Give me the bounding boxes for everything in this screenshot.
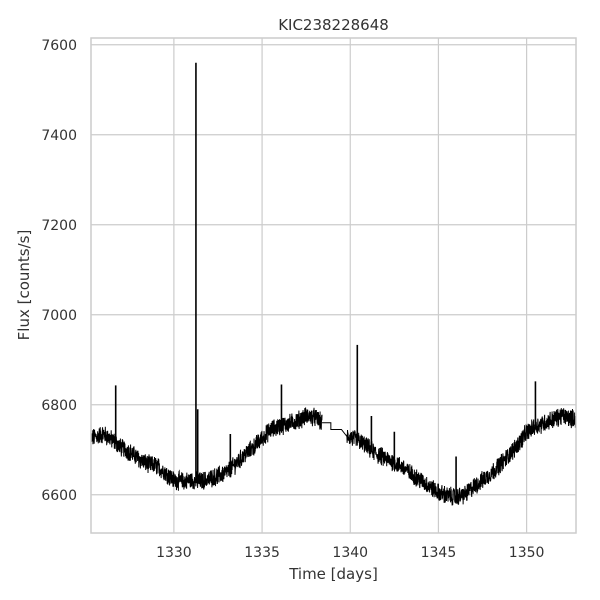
- y-tick-label: 7000: [41, 308, 77, 324]
- y-tick-label: 7200: [41, 218, 77, 234]
- flux-series-segment-1: [90, 407, 323, 491]
- y-tick-label: 7600: [41, 38, 77, 54]
- plot-frame: [90, 37, 577, 534]
- x-tick-label: 1350: [509, 545, 545, 561]
- y-axis-label: Flux [counts/s]: [15, 230, 33, 341]
- x-tick-label: 1340: [332, 545, 368, 561]
- y-tick-label: 6800: [41, 398, 77, 414]
- series-layer: [90, 62, 577, 506]
- y-tick-label: 7400: [41, 128, 77, 144]
- y-tick-label: 6600: [41, 488, 77, 504]
- x-tick-label: 1345: [421, 545, 457, 561]
- tick-labels: 1330 1335 1340 1345 1350 6600 6800 7000 7200 7400…: [41, 38, 544, 561]
- x-tick-label: 1335: [244, 545, 280, 561]
- chart-title: KIC238228648: [278, 16, 389, 34]
- x-tick-label: 1330: [156, 545, 192, 561]
- flux-series-segment-2: [346, 408, 577, 506]
- x-axis-label: Time [days]: [288, 565, 378, 583]
- grid: [91, 38, 576, 533]
- flux-series-gap: [322, 422, 348, 437]
